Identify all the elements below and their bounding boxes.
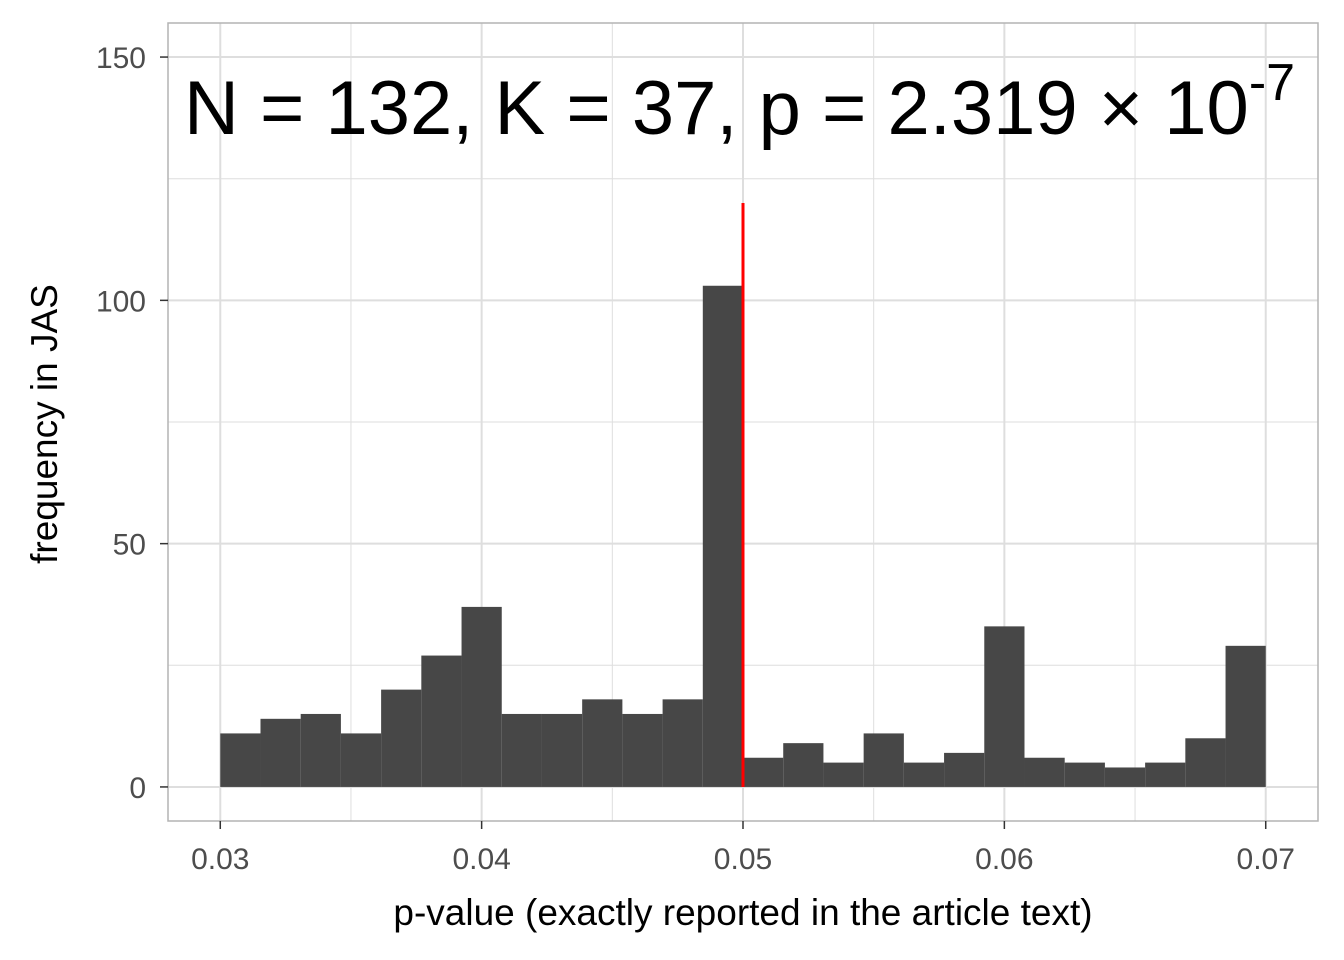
histogram-bar xyxy=(340,733,382,787)
histogram-bar xyxy=(582,699,623,787)
histogram-bar xyxy=(783,743,824,787)
histogram-bar xyxy=(944,752,985,787)
x-tick-label: 0.05 xyxy=(714,843,772,876)
histogram-bar xyxy=(702,285,744,787)
histogram-bar xyxy=(501,713,542,787)
histogram-bar xyxy=(220,733,261,787)
histogram-bar xyxy=(622,713,663,787)
annotation-superscript: -7 xyxy=(1249,54,1295,112)
histogram-bar xyxy=(1024,757,1065,787)
x-tick-label: 0.06 xyxy=(975,843,1033,876)
histogram-bar xyxy=(823,762,864,787)
histogram-bar xyxy=(743,757,784,787)
y-tick-label: 150 xyxy=(96,42,146,75)
x-axis-title: p-value (exactly reported in the article… xyxy=(393,892,1092,933)
histogram-bar xyxy=(1185,738,1226,787)
histogram-bar xyxy=(461,606,502,787)
histogram-bar xyxy=(903,762,945,787)
histogram-bar xyxy=(541,713,583,787)
histogram-bar xyxy=(1225,645,1266,787)
histogram-bar xyxy=(300,713,341,787)
histogram-bar xyxy=(260,718,301,787)
axis-ticks: 0.03 0.04 0.05 0.06 0.07 0 50 100 150 xyxy=(96,42,1295,876)
histogram-bar xyxy=(984,626,1025,787)
histogram-bar xyxy=(421,655,462,787)
x-tick-label: 0.04 xyxy=(452,843,510,876)
y-tick-label: 0 xyxy=(129,772,146,805)
annotation-text: N = 132, K = 37, p = 2.319 × 10-7 xyxy=(184,54,1295,151)
y-tick-label: 100 xyxy=(96,285,146,318)
histogram-bar xyxy=(381,689,422,787)
histogram-bar xyxy=(1145,762,1186,787)
y-tick-label: 50 xyxy=(113,529,146,562)
histogram-bar xyxy=(863,733,904,787)
histogram-bar xyxy=(1104,767,1146,787)
histogram-bars xyxy=(220,285,1266,787)
x-tick-label: 0.07 xyxy=(1237,843,1295,876)
y-axis-title: frequency in JAS xyxy=(24,284,65,564)
annotation-main: N = 132, K = 37, p = 2.319 × 10 xyxy=(184,66,1249,151)
x-tick-label: 0.03 xyxy=(191,843,249,876)
histogram-bar xyxy=(1064,762,1105,787)
histogram-bar xyxy=(662,699,703,787)
